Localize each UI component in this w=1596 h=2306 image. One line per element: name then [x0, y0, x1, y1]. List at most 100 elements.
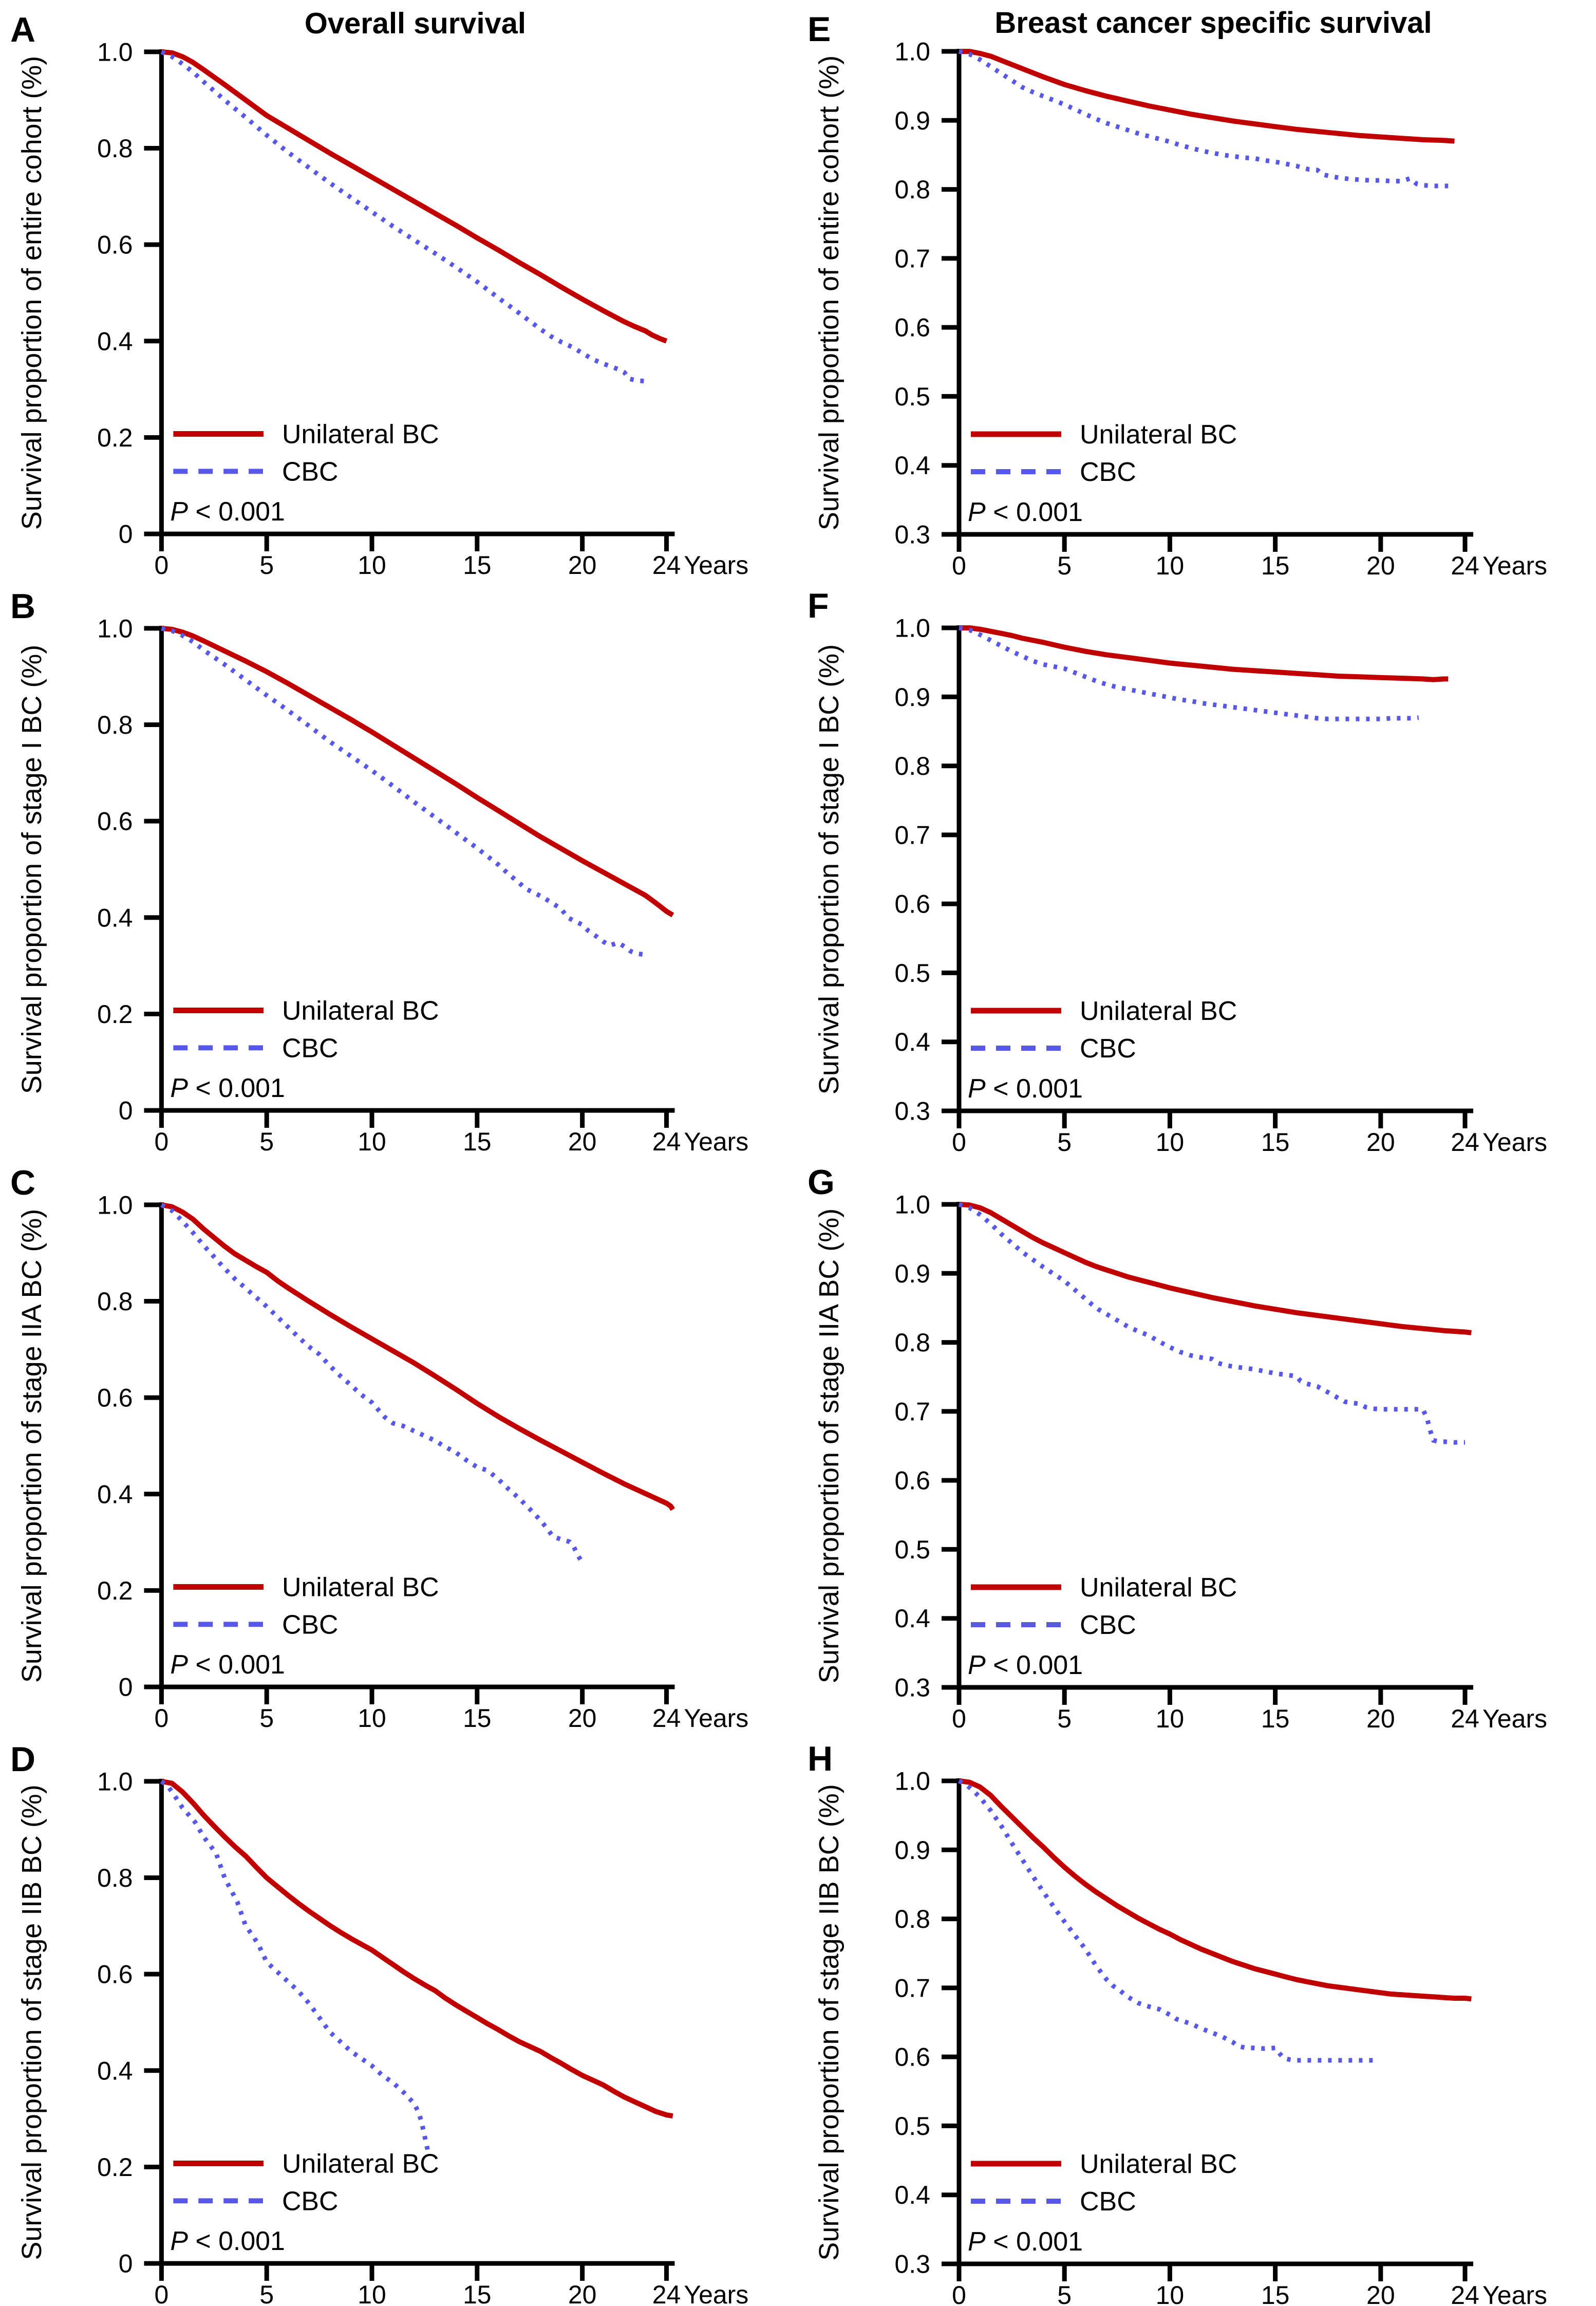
- legend: Unilateral BC CBC: [971, 1573, 1237, 1640]
- y-tick-label: 1.0: [894, 1191, 930, 1219]
- x-tick-label: 5: [259, 551, 274, 576]
- y-axis-label: Survival proportion of stage IIB BC (%): [814, 1784, 844, 2260]
- panel-letter: E: [808, 10, 831, 49]
- y-tick-label: 0.4: [97, 2056, 133, 2085]
- panel-F: 1.0 0.9 0.8 0.7 0.6 0.5 0.4 0.3 0 5 10 15 20 24 Years S…: [796, 576, 1596, 1153]
- legend-unilateral-label: Unilateral BC: [1080, 2149, 1237, 2179]
- y-tick-label: 0.8: [97, 1287, 133, 1316]
- x-tick-label: 15: [463, 1127, 492, 1153]
- x-axis-unit-label: Years: [684, 1704, 748, 1730]
- legend: Unilateral BC CBC: [971, 420, 1237, 487]
- tick-labels: 1.0 0.9 0.8 0.7 0.6 0.5 0.4 0.3 0 5 10 15 20 24 Years: [894, 38, 1547, 577]
- y-axis-label: Survival proportion of stage IIA BC (%): [16, 1209, 47, 1683]
- axes: [144, 49, 675, 552]
- y-tick-label: 0.9: [894, 1259, 930, 1288]
- y-tick-label: 0.6: [894, 313, 930, 342]
- panel-G: 1.0 0.9 0.8 0.7 0.6 0.5 0.4 0.3 0 5 10 15 20 24 Years S…: [796, 1153, 1596, 1730]
- p-value-label: P < 0.001: [170, 2226, 285, 2256]
- legend-cbc-label: CBC: [282, 2186, 339, 2216]
- unilateral-bc-curve: [161, 1778, 673, 2118]
- legend-unilateral-label: Unilateral BC: [1080, 420, 1237, 450]
- x-tick-label: 24: [652, 1704, 681, 1730]
- x-tick-label: 15: [1261, 551, 1290, 576]
- x-tick-label: 0: [952, 1128, 966, 1153]
- legend-unilateral-label: Unilateral BC: [282, 1572, 439, 1602]
- unilateral-bc-curve: [161, 49, 668, 344]
- panel-D: 1.0 0.8 0.6 0.4 0.2 0 0 5 10 15 20 24 Years Survival …: [0, 1730, 796, 2306]
- p-value-label: P < 0.001: [170, 496, 285, 526]
- y-tick-label: 0.6: [97, 807, 133, 836]
- panel-letter: A: [10, 11, 35, 49]
- y-tick-label: 0.6: [97, 231, 133, 259]
- x-tick-label: 20: [568, 1704, 597, 1730]
- tick-labels: 1.0 0.8 0.6 0.4 0.2 00 5 10 15 20 24 Years: [97, 1191, 748, 1730]
- p-value-label: P < 0.001: [170, 1649, 285, 1679]
- y-tick-label: 0: [119, 2249, 133, 2278]
- panel-H-chart: 1.0 0.9 0.8 0.7 0.6 0.5 0.4 0.3 0 5 10 15 20 24 Years S…: [808, 1739, 1547, 2306]
- y-axis-label: Survival proportion of stage IIA BC (%): [814, 1208, 844, 1683]
- legend-cbc-label: CBC: [282, 456, 339, 486]
- x-tick-label: 20: [1366, 1704, 1395, 1730]
- x-axis-unit-label: Years: [1482, 1704, 1547, 1730]
- panel-B-chart: 1.0 0.8 0.6 0.4 0.2 00 5 10 15 20 24 Years Survival …: [10, 587, 748, 1153]
- y-tick-label: 1.0: [97, 614, 133, 643]
- y-tick-label: 1.0: [97, 38, 133, 66]
- legend-cbc-label: CBC: [1080, 1610, 1136, 1640]
- tick-labels: 1.0 0.9 0.8 0.7 0.6 0.5 0.4 0.3 0 5 10 15 20 24 Years: [894, 614, 1547, 1154]
- unilateral-bc-curve: [959, 1202, 1472, 1335]
- column-title: Breast cancer specific survival: [994, 6, 1432, 40]
- x-tick-label: 24: [1451, 1128, 1479, 1153]
- x-tick-label: 20: [568, 551, 597, 576]
- axes: [942, 49, 1473, 552]
- panel-E-chart: 1.0 0.9 0.8 0.7 0.6 0.5 0.4 0.3 0 5 10 15 20 24 Years S…: [808, 6, 1547, 577]
- y-axis-label: Survival proportion of entire cohort (%): [814, 55, 844, 530]
- legend: Unilateral BC CBC: [173, 1572, 439, 1639]
- p-value-label: P < 0.001: [170, 1073, 285, 1103]
- y-tick-label: 0.3: [894, 2250, 930, 2279]
- legend: Unilateral BC CBC: [173, 2149, 439, 2216]
- axes: [942, 1202, 1473, 1705]
- y-tick-label: 0.8: [97, 1864, 133, 1892]
- x-tick-label: 24: [1451, 1704, 1479, 1730]
- cbc-curve: [959, 625, 1419, 721]
- legend-unilateral-label: Unilateral BC: [282, 419, 439, 449]
- x-tick-label: 10: [1156, 2281, 1185, 2306]
- panel-C: 1.0 0.8 0.6 0.4 0.2 0 0 5 10 15 20 24 Years Survival …: [0, 1153, 796, 1730]
- x-tick-label: 5: [1057, 1128, 1072, 1153]
- cbc-curve: [957, 1779, 1377, 2063]
- x-tick-label: 24: [652, 551, 681, 576]
- panel-A-chart: 1.0 0.8 0.6 0.4 0.2 00 5 10 15 20 24 Years Survival …: [10, 7, 748, 576]
- y-tick-label: 0.4: [97, 903, 133, 932]
- y-tick-label: 0.8: [97, 711, 133, 739]
- tick-labels: 1.0 0.9 0.8 0.7 0.6 0.5 0.4 0.3 0 5 10 15 20 24 Years: [894, 1191, 1547, 1730]
- x-tick-label: 24: [652, 2280, 681, 2306]
- y-tick-label: 0.5: [894, 1535, 930, 1564]
- axes: [942, 1778, 1473, 2281]
- tick-labels: 1.0 0.9 0.8 0.7 0.6 0.5 0.4 0.3 0 5 10 15 20 24 Years: [894, 1767, 1547, 2306]
- cbc-curve: [958, 1202, 1465, 1445]
- x-tick-label: 10: [358, 551, 386, 576]
- tick-labels: 1.0 0.8 0.6 0.4 0.2 00 5 10 15 20 24 Years: [97, 1767, 748, 2306]
- cbc-curve: [161, 626, 646, 957]
- legend: Unilateral BC CBC: [971, 996, 1237, 1064]
- y-tick-label: 0.7: [894, 1397, 930, 1426]
- y-axis-label: Survival proportion of stage IIB BC (%): [16, 1784, 47, 2260]
- x-tick-label: 10: [358, 1704, 386, 1730]
- legend-unilateral-label: Unilateral BC: [282, 996, 439, 1026]
- y-tick-label: 0.6: [97, 1384, 133, 1412]
- legend-cbc-label: CBC: [1080, 2187, 1136, 2217]
- legend-cbc-label: CBC: [282, 1033, 339, 1063]
- panel-E: 1.0 0.9 0.8 0.7 0.6 0.5 0.4 0.3 0 5 10 15 20 24 Years S…: [796, 0, 1596, 576]
- cbc-curve: [160, 49, 646, 384]
- unilateral-bc-curve: [161, 1202, 675, 1511]
- y-tick-label: 0.4: [894, 451, 930, 480]
- x-tick-label: 5: [259, 1127, 274, 1153]
- y-axis-label: Survival proportion of entire cohort (%): [16, 56, 47, 530]
- x-tick-label: 0: [952, 2281, 966, 2306]
- y-axis-label: Survival proportion of stage I BC (%): [814, 644, 844, 1094]
- x-tick-label: 0: [155, 2280, 169, 2306]
- axes: [942, 625, 1473, 1128]
- p-value-label: P < 0.001: [968, 1650, 1083, 1680]
- y-tick-label: 0.9: [894, 1836, 930, 1865]
- y-tick-label: 0.7: [894, 821, 930, 849]
